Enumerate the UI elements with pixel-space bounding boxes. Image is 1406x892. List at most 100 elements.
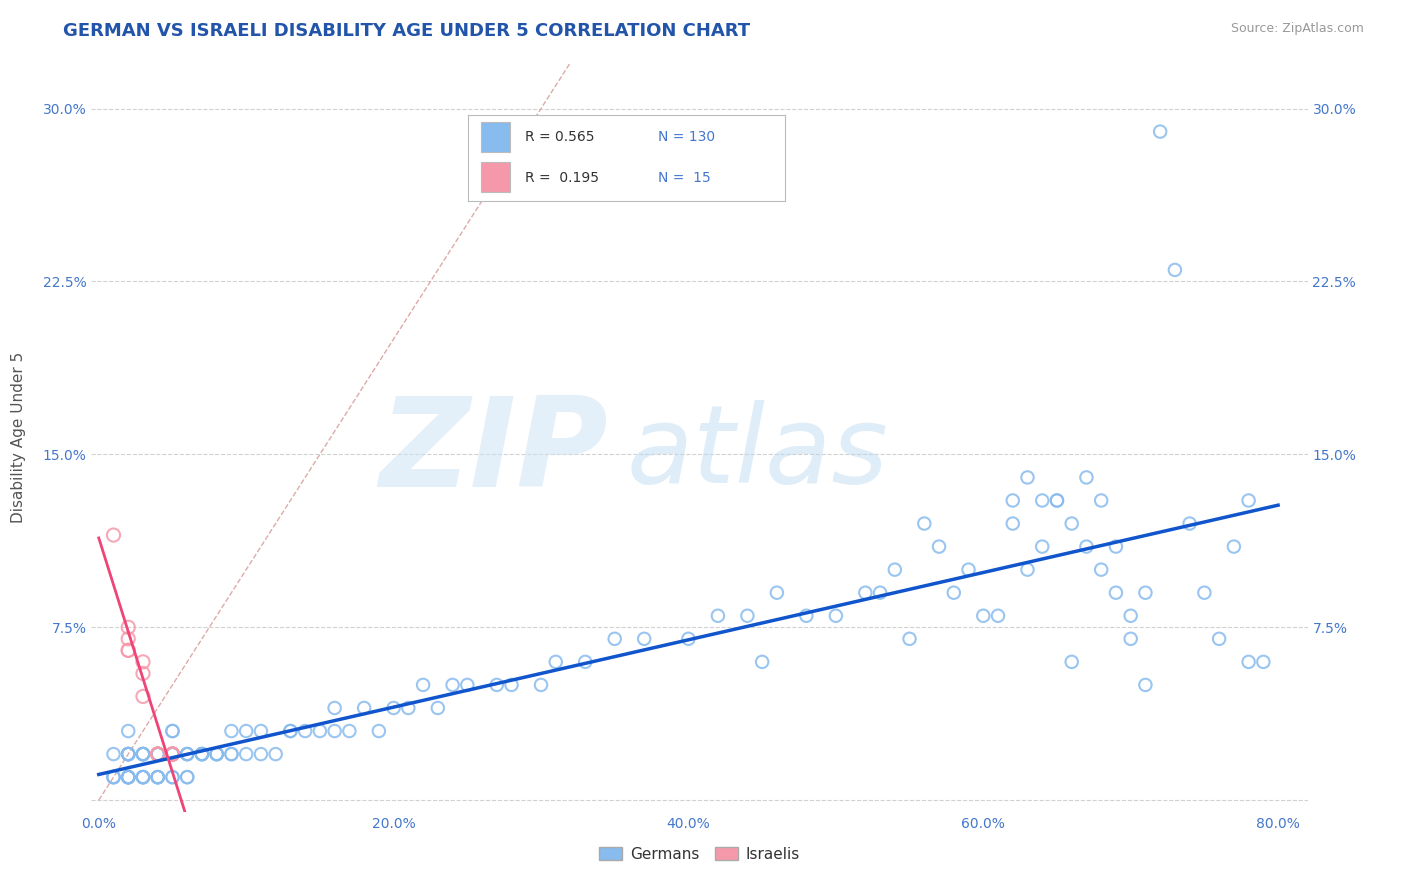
Point <box>1105 540 1128 554</box>
Point <box>928 540 950 554</box>
Point <box>1208 632 1230 646</box>
Point <box>1237 655 1260 669</box>
Point <box>117 747 139 761</box>
Point <box>1119 608 1142 623</box>
Y-axis label: Disability Age Under 5: Disability Age Under 5 <box>11 351 25 523</box>
Point <box>1090 493 1112 508</box>
Point <box>132 747 155 761</box>
Point <box>146 747 169 761</box>
Point <box>117 747 139 761</box>
Point <box>117 770 139 784</box>
Point <box>162 747 184 761</box>
Point <box>176 770 198 784</box>
Point <box>235 724 257 739</box>
Point <box>1149 125 1171 139</box>
Point <box>162 770 184 784</box>
Point <box>162 747 184 761</box>
Point <box>1060 655 1083 669</box>
Point <box>117 747 139 761</box>
Point <box>633 632 655 646</box>
Point <box>146 747 169 761</box>
Point <box>117 747 139 761</box>
Point <box>176 747 198 761</box>
Point <box>382 701 405 715</box>
Point <box>117 770 139 784</box>
Point <box>707 608 730 623</box>
Point <box>132 666 155 681</box>
Point <box>1237 493 1260 508</box>
Point <box>869 585 891 599</box>
Point <box>987 608 1010 623</box>
Point <box>146 747 169 761</box>
Point <box>250 747 273 761</box>
Point <box>367 724 389 739</box>
Point <box>117 770 139 784</box>
Point <box>426 701 449 715</box>
Point <box>132 655 155 669</box>
Point <box>117 770 139 784</box>
Point <box>117 770 139 784</box>
Point <box>1001 516 1024 531</box>
Point <box>766 585 789 599</box>
Point <box>1090 563 1112 577</box>
Point <box>132 770 155 784</box>
Point <box>1164 263 1187 277</box>
Point <box>737 608 759 623</box>
Point <box>191 747 214 761</box>
Text: atlas: atlas <box>627 400 889 505</box>
Point <box>162 747 184 761</box>
Point <box>191 747 214 761</box>
Point <box>456 678 478 692</box>
Point <box>824 608 846 623</box>
Point <box>1135 585 1157 599</box>
Point <box>117 620 139 634</box>
Point <box>1046 493 1069 508</box>
Point <box>176 770 198 784</box>
Point <box>883 563 905 577</box>
Point <box>162 747 184 761</box>
Point <box>796 608 818 623</box>
Point <box>162 747 184 761</box>
Point <box>1017 470 1039 484</box>
Point <box>294 724 316 739</box>
Point <box>146 770 169 784</box>
Point <box>221 747 243 761</box>
Point <box>337 724 360 739</box>
Point <box>205 747 228 761</box>
Point <box>191 747 214 761</box>
Point <box>1178 516 1201 531</box>
Legend: Germans, Israelis: Germans, Israelis <box>593 840 806 868</box>
Point <box>942 585 965 599</box>
Point <box>176 747 198 761</box>
Point <box>117 632 139 646</box>
Point <box>221 747 243 761</box>
Point <box>1017 563 1039 577</box>
Point <box>221 724 243 739</box>
Point <box>309 724 332 739</box>
Point <box>205 747 228 761</box>
Point <box>250 724 273 739</box>
Point <box>678 632 700 646</box>
Point <box>117 724 139 739</box>
Point <box>1119 632 1142 646</box>
Point <box>132 747 155 761</box>
Point <box>1031 493 1053 508</box>
Point <box>132 747 155 761</box>
Point <box>146 747 169 761</box>
Point <box>1046 493 1069 508</box>
Point <box>1194 585 1216 599</box>
Point <box>117 643 139 657</box>
Point <box>162 747 184 761</box>
Point <box>103 770 125 784</box>
Point <box>162 724 184 739</box>
Point <box>912 516 935 531</box>
Point <box>280 724 302 739</box>
Point <box>117 747 139 761</box>
Point <box>132 747 155 761</box>
Point <box>485 678 508 692</box>
Point <box>132 747 155 761</box>
Point <box>574 655 596 669</box>
Point <box>1223 540 1246 554</box>
Point <box>323 724 346 739</box>
Point <box>117 643 139 657</box>
